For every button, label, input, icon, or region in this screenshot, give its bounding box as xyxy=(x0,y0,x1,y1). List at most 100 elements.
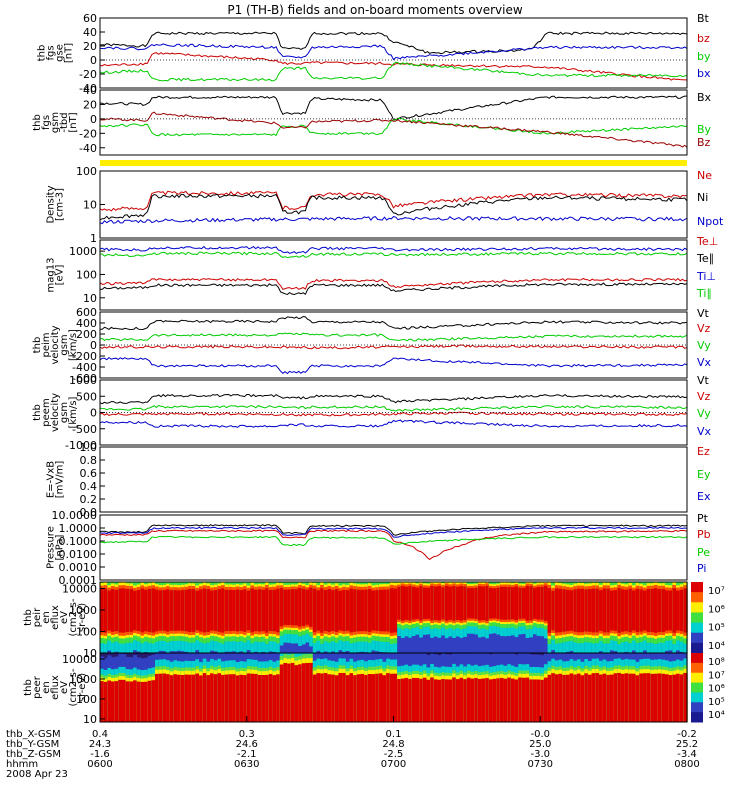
y-tick-label: 0.0 xyxy=(80,506,98,519)
spectrogram-cell xyxy=(136,589,141,632)
spectrogram-cell xyxy=(305,589,310,625)
y-axis-label-line: eflux xyxy=(50,605,61,630)
spectrogram-cell xyxy=(485,585,490,621)
spectrogram-cell xyxy=(191,674,196,722)
y-axis-label-line: en xyxy=(41,611,52,624)
y-tick-label: 0.8 xyxy=(80,454,98,467)
spectrogram-cell xyxy=(576,673,582,722)
y-tick-label: 1000 xyxy=(69,245,97,258)
spectrogram-cell xyxy=(584,589,589,632)
y-tick-label: -600 xyxy=(72,372,97,385)
spectrogram-cell xyxy=(540,679,545,722)
spectrogram-cell xyxy=(540,586,545,620)
spectrogram-cell xyxy=(144,589,149,632)
y-tick-label: 0 xyxy=(90,339,97,352)
spectrogram-cell xyxy=(254,673,259,722)
series-pressure-Pb xyxy=(99,529,688,561)
x-table-value: -2.5 xyxy=(384,749,404,760)
spectrogram-cell xyxy=(169,590,174,631)
colorbar-segment xyxy=(691,602,703,613)
legend-entry: Te∥ xyxy=(696,252,714,265)
spectrogram-cell xyxy=(444,585,450,621)
legend-entry: Ti∥ xyxy=(696,287,712,300)
spectrogram-cell xyxy=(514,586,519,621)
spectrogram-cell xyxy=(283,589,288,625)
panel-peir_spectrogram: 10⁷ 10⁶ 10⁵ 10⁴ 10000 1000 100 10 thbpeireneflux… xyxy=(23,581,725,660)
colorbar: 10⁷ 10⁶ 10⁵ 10⁴ xyxy=(691,582,725,654)
x-table-value: -0.0 xyxy=(530,729,550,740)
spectrogram-cell xyxy=(356,589,362,632)
spectrogram-cell xyxy=(279,588,285,627)
spectrogram-cell xyxy=(569,673,574,722)
series-fgs_gsm-Bx xyxy=(99,95,687,121)
x-table-value: 24.3 xyxy=(89,739,111,750)
colorbar-tick-label: 10⁵ xyxy=(708,623,725,634)
y-tick-label: 1000 xyxy=(69,673,97,686)
spectrogram-cell xyxy=(378,589,384,632)
legend-entry: Vx xyxy=(697,425,712,438)
y-tick-label: -40 xyxy=(79,82,97,95)
y-axis-label-line: gsm xyxy=(59,402,70,423)
legend-entry: Npot xyxy=(697,215,724,228)
spectrogram-cell xyxy=(173,590,178,631)
y-axis-label-line: thb xyxy=(32,114,43,131)
x-table-value: -3.0 xyxy=(530,749,550,760)
y-axis-label: Pressure[nPa] xyxy=(46,526,66,569)
spectrogram-cell xyxy=(265,674,270,722)
spectrogram-cell xyxy=(602,588,607,633)
spectrogram-cell xyxy=(683,588,688,633)
colorbar-tick-label: 10⁸ xyxy=(708,657,725,668)
spectrogram-cell xyxy=(437,586,442,621)
spectrogram-cell xyxy=(140,681,145,722)
spectrogram-cell xyxy=(294,589,299,626)
spectrogram-cell xyxy=(111,681,116,722)
y-axis-label-line: gse xyxy=(55,44,66,62)
spectrogram-cell xyxy=(239,590,244,631)
spectrogram-cell xyxy=(569,590,574,631)
panel-peer_spectrogram: 10⁸ 10⁷ 10⁶ 10⁵ 10⁴ 10000 1000 100 10 thbpeerenef… xyxy=(23,652,725,726)
colorbar-segment xyxy=(691,642,703,654)
spectrogram-cell xyxy=(327,674,332,722)
spectrogram-cell xyxy=(294,665,299,722)
spectrogram-cell xyxy=(430,677,435,722)
spectrogram-cell xyxy=(272,589,277,632)
spectrogram-cell xyxy=(631,590,637,631)
y-tick-label: 100 xyxy=(76,693,97,706)
spectrogram-cell xyxy=(342,673,347,722)
y-tick-label: 0 xyxy=(90,407,97,420)
spectrogram-cell xyxy=(529,679,534,722)
spectrogram-cell xyxy=(107,680,112,722)
spectrogram-cell xyxy=(323,589,329,631)
series-peim_velocity-Vx xyxy=(99,356,688,375)
legend-entry: Ey xyxy=(697,468,711,481)
spectrogram-cell xyxy=(360,673,365,722)
series-fgs_gsm-By xyxy=(99,117,688,137)
y-tick-label: 1 xyxy=(90,232,97,245)
spectrogram-cell xyxy=(224,674,230,722)
colorbar-tick-label: 10⁶ xyxy=(708,604,725,615)
spectrogram-cell xyxy=(573,674,578,722)
spectrogram-cell xyxy=(243,589,248,632)
spectrogram-cell xyxy=(232,674,237,722)
y-axis-label: Density[cm-3] xyxy=(46,185,66,223)
y-tick-label: 0 xyxy=(90,113,97,126)
series-density-Npot xyxy=(99,216,688,225)
spectrogram-cell xyxy=(338,672,343,722)
spectrogram-cell xyxy=(499,677,505,722)
spectrogram-cell xyxy=(122,679,127,722)
spectrogram-cell xyxy=(151,680,156,722)
y-axis-label-line: sr-eV) xyxy=(77,603,88,632)
spectrogram-cell xyxy=(272,675,277,722)
spectrogram-cell xyxy=(620,589,626,632)
y-axis-label-line: [nT] xyxy=(68,112,79,132)
y-tick-label: 0.1000 xyxy=(59,535,98,548)
spectrogram-cell xyxy=(364,589,369,632)
y-axis-label-line: Density xyxy=(46,185,57,223)
spectrogram-cell xyxy=(609,590,615,631)
spectrogram-cell xyxy=(481,678,486,722)
spectrogram-cell xyxy=(228,589,233,632)
y-axis-label-line: [km/s] xyxy=(68,329,79,361)
series-fgs_gse-Bt xyxy=(99,31,688,55)
spectrogram-cell xyxy=(114,681,119,722)
